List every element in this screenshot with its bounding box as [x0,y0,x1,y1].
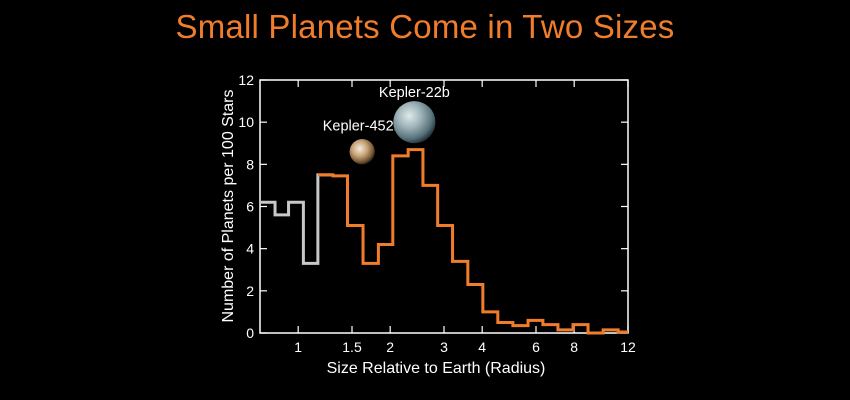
x-tick-label: 1.5 [342,339,362,355]
y-tick-label: 2 [246,283,254,299]
x-tick-label: 2 [386,339,394,355]
x-tick-label: 1 [294,339,302,355]
x-tick-label: 3 [440,339,448,355]
y-tick-label: 4 [246,241,254,257]
kepler-452b-label: Kepler-452b [323,119,402,135]
x-tick-label: 8 [570,339,578,355]
y-tick-label: 10 [238,114,254,130]
gray-series-line [260,173,334,265]
x-axis-title: Size Relative to Earth (Radius) [327,360,546,377]
chart-title: Small Planets Come in Two Sizes [175,8,675,45]
y-tick-label: 12 [238,72,254,88]
y-tick-label: 6 [246,199,254,215]
y-tick-label: 8 [246,156,254,172]
y-axis-title: Number of Planets per 100 Stars [220,89,237,322]
x-tick-label: 4 [478,339,486,355]
kepler-22b-planet [393,101,436,144]
x-tick-label: 12 [620,339,636,355]
orange-series-line [317,148,628,335]
y-tick-label: 0 [246,325,254,341]
x-tick-label: 6 [532,339,540,355]
kepler-452b-planet [349,139,375,165]
kepler-22b-label: Kepler-22b [379,85,450,101]
plot-frame [259,79,629,334]
